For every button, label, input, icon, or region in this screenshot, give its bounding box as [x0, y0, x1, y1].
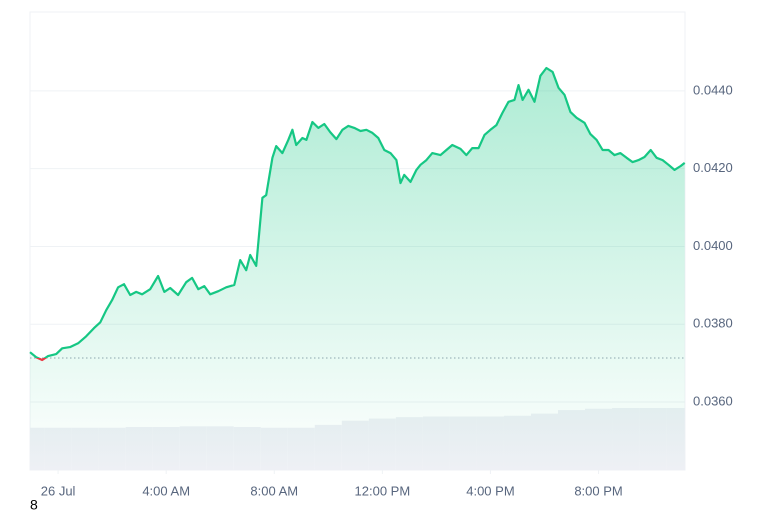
x-tick-label: 4:00 PM — [466, 483, 514, 498]
x-tick-label: 8:00 AM — [250, 483, 298, 498]
y-tick-label: 0.0360 — [693, 393, 733, 408]
price-area — [30, 68, 685, 470]
x-tick-label: 4:00 AM — [142, 483, 190, 498]
y-tick-label: 0.0440 — [693, 82, 733, 97]
x-tick-label: 8:00 PM — [574, 483, 622, 498]
x-tick-label: 26 Jul — [41, 483, 76, 498]
y-tick-label: 0.0380 — [693, 316, 733, 331]
x-tick-label: 12:00 PM — [355, 483, 411, 498]
annotation: 8 — [30, 497, 38, 512]
y-tick-label: 0.0400 — [693, 238, 733, 253]
price-line — [29, 66, 686, 359]
y-tick-label: 0.0420 — [693, 160, 733, 175]
